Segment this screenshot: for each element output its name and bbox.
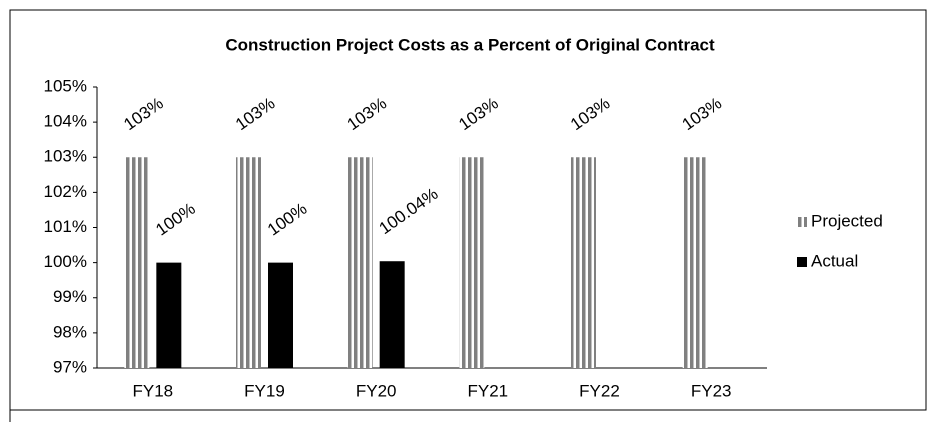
y-tick-label: 100% xyxy=(44,252,87,271)
x-tick-label: FY20 xyxy=(356,381,397,400)
data-label: 103% xyxy=(120,94,167,135)
y-tick-label: 103% xyxy=(44,147,87,166)
x-tick-label: FY23 xyxy=(691,381,732,400)
bar xyxy=(268,262,293,368)
data-label: 103% xyxy=(567,94,614,135)
x-tick-label: FY21 xyxy=(468,381,509,400)
chart-title: Construction Project Costs as a Percent … xyxy=(225,35,715,54)
y-tick-label: 104% xyxy=(44,112,87,131)
legend-label: Projected xyxy=(811,211,883,230)
legend-swatch xyxy=(797,257,807,267)
legend-swatch xyxy=(797,217,807,227)
data-label: 100% xyxy=(152,199,199,240)
data-label: 100.04% xyxy=(376,184,442,238)
legend-label: Actual xyxy=(811,251,858,270)
data-label: 103% xyxy=(455,94,502,135)
bar xyxy=(459,157,485,368)
y-tick-label: 102% xyxy=(44,182,87,201)
y-tick-label: 105% xyxy=(44,76,87,95)
x-tick-label: FY22 xyxy=(579,381,620,400)
x-tick-label: FY18 xyxy=(133,381,174,400)
y-tick-label: 99% xyxy=(53,287,87,306)
data-label: 103% xyxy=(232,94,279,135)
bar xyxy=(236,157,261,368)
bar xyxy=(379,261,405,368)
y-tick-label: 97% xyxy=(53,357,87,376)
bar xyxy=(124,157,150,368)
bar xyxy=(156,262,182,368)
data-label: 100% xyxy=(264,199,311,240)
y-tick-label: 101% xyxy=(44,217,87,236)
data-label: 103% xyxy=(344,94,391,135)
data-label: 103% xyxy=(679,94,726,135)
bar xyxy=(571,157,596,368)
x-tick-label: FY19 xyxy=(244,381,285,400)
bar xyxy=(682,157,708,368)
bar xyxy=(347,157,373,368)
chart-border xyxy=(9,9,927,411)
y-tick-label: 98% xyxy=(53,322,87,341)
